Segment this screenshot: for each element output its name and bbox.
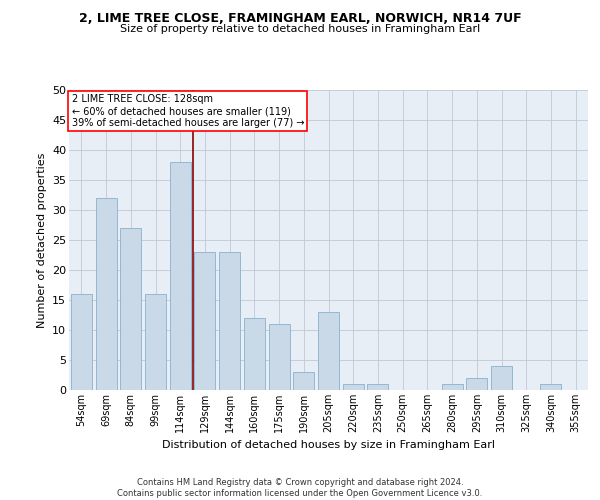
Y-axis label: Number of detached properties: Number of detached properties	[37, 152, 47, 328]
Bar	[269, 324, 290, 390]
Text: 2 LIME TREE CLOSE: 128sqm
← 60% of detached houses are smaller (119)
39% of semi: 2 LIME TREE CLOSE: 128sqm ← 60% of detac…	[71, 94, 304, 128]
Bar	[95, 198, 116, 390]
Bar	[170, 162, 191, 390]
Text: Contains HM Land Registry data © Crown copyright and database right 2024.
Contai: Contains HM Land Registry data © Crown c…	[118, 478, 482, 498]
Bar	[442, 384, 463, 390]
Text: 2, LIME TREE CLOSE, FRAMINGHAM EARL, NORWICH, NR14 7UF: 2, LIME TREE CLOSE, FRAMINGHAM EARL, NOR…	[79, 12, 521, 26]
Bar	[244, 318, 265, 390]
Bar	[219, 252, 240, 390]
Bar	[343, 384, 364, 390]
Text: Size of property relative to detached houses in Framingham Earl: Size of property relative to detached ho…	[120, 24, 480, 34]
Bar	[145, 294, 166, 390]
Bar	[71, 294, 92, 390]
Bar	[194, 252, 215, 390]
Bar	[466, 378, 487, 390]
Bar	[120, 228, 141, 390]
Bar	[318, 312, 339, 390]
Bar	[541, 384, 562, 390]
Bar	[293, 372, 314, 390]
X-axis label: Distribution of detached houses by size in Framingham Earl: Distribution of detached houses by size …	[162, 440, 495, 450]
Bar	[367, 384, 388, 390]
Bar	[491, 366, 512, 390]
